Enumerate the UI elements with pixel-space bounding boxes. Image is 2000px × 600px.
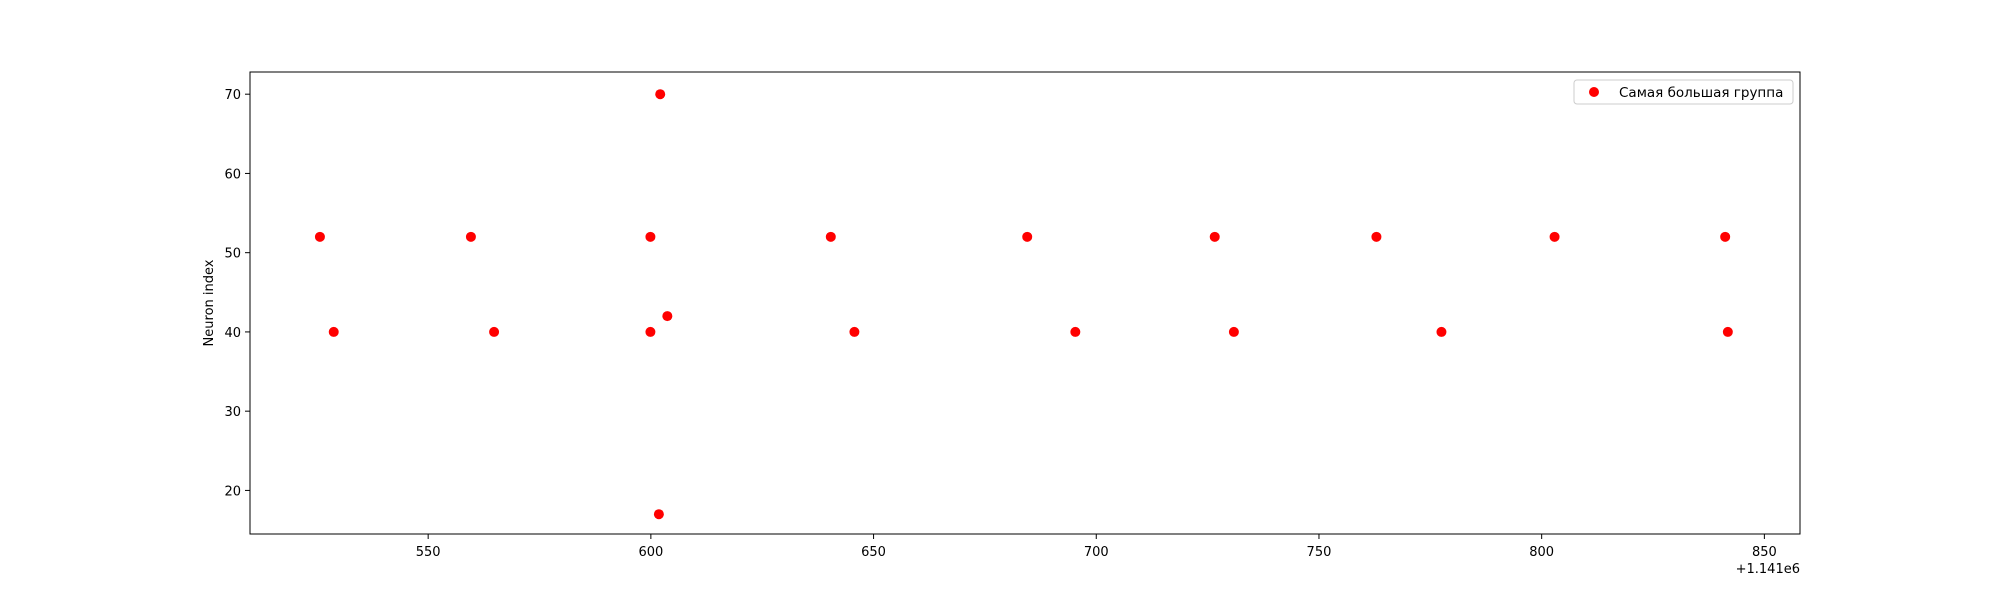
scatter-point: [1722, 326, 1733, 337]
scatter-point: [1549, 231, 1560, 242]
data-points: [314, 89, 1733, 520]
scatter-point: [328, 326, 339, 337]
x-tick-label: 600: [638, 545, 663, 560]
x-tick-label: 700: [1084, 545, 1109, 560]
y-axis: 20 30 40 50 60 70: [224, 88, 250, 499]
scatter-point: [653, 509, 664, 520]
legend-box: [1573, 79, 1794, 105]
scatter-point: [1022, 231, 1033, 242]
x-tick-label: 650: [861, 545, 886, 560]
scatter-point: [1371, 231, 1382, 242]
y-tick-label: 60: [224, 167, 241, 182]
x-tick-label: 800: [1529, 545, 1554, 560]
x-axis: 550 600 650 700 750 800 850: [416, 534, 1777, 560]
scatter-point: [645, 231, 656, 242]
y-tick-label: 40: [224, 326, 241, 341]
legend-entry: Самая большая группа: [1619, 85, 1783, 101]
scatter-point: [825, 231, 836, 242]
y-axis-label: Neuron index: [202, 259, 217, 346]
legend: Самая большая группа: [1573, 79, 1794, 105]
scatter-point: [1436, 326, 1447, 337]
legend-marker: [1589, 87, 1599, 97]
scatter-point: [314, 231, 325, 242]
scatter-point: [1228, 326, 1239, 337]
x-offset-label: +1.141e6: [1736, 562, 1800, 577]
scatter-point: [655, 89, 666, 100]
x-tick-label: 850: [1752, 545, 1777, 560]
scatter-point: [849, 326, 860, 337]
y-tick-label: 30: [224, 405, 241, 420]
scatter-point: [1720, 231, 1731, 242]
plot-frame: [249, 71, 1801, 535]
scatter-point: [465, 231, 476, 242]
scatter-point: [662, 311, 673, 322]
scatter-point: [489, 326, 500, 337]
y-tick-label: 20: [224, 484, 241, 499]
x-tick-label: 550: [416, 545, 441, 560]
scatter-point: [645, 326, 656, 337]
x-tick-label: 750: [1307, 545, 1332, 560]
y-tick-label: 70: [224, 88, 241, 103]
scatter-point: [1070, 326, 1081, 337]
y-tick-label: 50: [224, 247, 241, 262]
scatter-point: [1209, 231, 1220, 242]
